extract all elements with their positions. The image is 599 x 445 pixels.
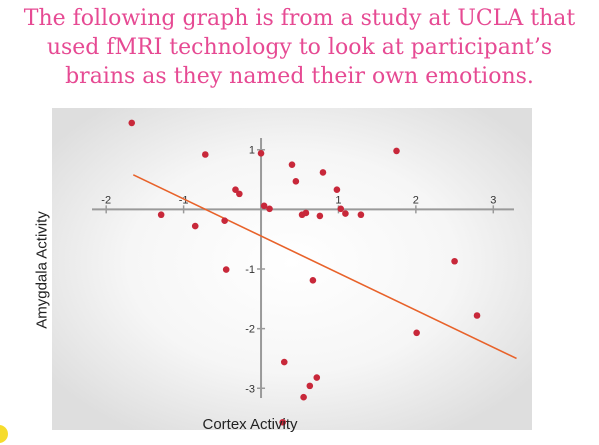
- data-point: [222, 266, 230, 273]
- data-point: [232, 186, 239, 193]
- data-point: [260, 202, 268, 210]
- scatter-plot: -2 -1 1 2 3 1 -1 -2 -3: [52, 108, 532, 430]
- data-point: [128, 119, 136, 127]
- heading-line-2: used fMRI technology to look at particip…: [46, 35, 553, 60]
- data-point: [257, 150, 265, 157]
- heading-line-3: brains as they named their own emotions.: [65, 64, 534, 89]
- data-point: [313, 374, 321, 381]
- data-point: [288, 161, 296, 168]
- corner-decoration: [0, 425, 8, 443]
- data-point: [191, 222, 199, 230]
- data-point: [333, 186, 341, 193]
- trend-line: [132, 174, 517, 360]
- data-point: [298, 211, 306, 219]
- page-heading: The following graph is from a study at U…: [0, 4, 599, 91]
- data-point: [300, 393, 307, 401]
- y-axis-label: Amygdala Activity: [33, 211, 51, 329]
- data-point: [279, 418, 287, 426]
- data-point: [309, 277, 317, 284]
- y-tick-label: -1: [245, 264, 255, 276]
- data-point: [157, 211, 165, 219]
- data-point: [342, 210, 349, 217]
- x-tick-label: 3: [490, 194, 496, 206]
- data-point: [292, 178, 300, 185]
- x-axis-label: Cortex Activity: [202, 416, 298, 433]
- data-point: [266, 205, 273, 213]
- data-point: [473, 312, 481, 319]
- data-point: [316, 212, 324, 220]
- tick-labels: -2 -1 1 2 3 1 -1 -2 -3: [101, 145, 496, 396]
- x-tick-label: -1: [179, 194, 189, 206]
- y-tick-label: 1: [249, 145, 255, 157]
- y-tick-label: -2: [245, 324, 255, 336]
- data-point: [337, 205, 345, 213]
- y-tick-label: -3: [245, 383, 255, 395]
- data-point: [306, 382, 314, 390]
- x-tick-label: 2: [413, 194, 419, 206]
- data-point: [221, 217, 228, 224]
- data-point: [413, 329, 420, 337]
- data-point: [319, 169, 327, 176]
- data-point: [393, 147, 400, 155]
- data-points: [128, 119, 481, 426]
- data-point: [451, 257, 458, 265]
- data-point: [357, 211, 365, 219]
- data-point: [201, 151, 209, 158]
- x-tick-label: -2: [101, 194, 111, 206]
- data-point: [280, 358, 288, 366]
- plot-background: [52, 108, 532, 430]
- x-tick-label: 1: [335, 194, 341, 206]
- data-point: [236, 190, 243, 198]
- heading-line-1: The following graph is from a study at U…: [23, 6, 576, 31]
